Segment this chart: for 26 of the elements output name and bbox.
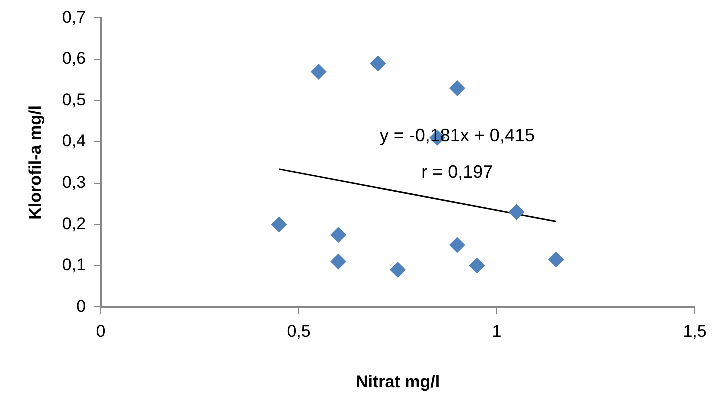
x-tick-label: 1: [492, 322, 502, 342]
point: [271, 216, 288, 233]
y-tick-label: 0,7: [62, 8, 86, 27]
point: [310, 64, 327, 80]
annotation: r = 0,197: [422, 162, 494, 182]
y-tick-label: 0,4: [62, 132, 86, 151]
point: [508, 204, 525, 220]
x-tick-label: 0: [96, 322, 106, 342]
x-tick-label: 0,5: [287, 322, 311, 342]
x-tick-label: 1,5: [683, 322, 707, 342]
point: [449, 80, 466, 96]
y-axis-title: Klorofil-a mg/l: [26, 106, 45, 220]
y-tick-label: 0,5: [62, 90, 86, 110]
y-tick-label: 0,1: [62, 256, 86, 275]
point: [330, 254, 347, 270]
y-tick-label: 0,6: [62, 49, 86, 68]
point: [548, 252, 564, 268]
y-tick-label: 0,3: [62, 173, 86, 192]
y-tick-label: 0: [76, 296, 86, 316]
x-axis-title: Nitrat mg/l: [356, 372, 440, 392]
point: [469, 258, 486, 274]
point: [370, 56, 386, 72]
point: [390, 262, 406, 278]
point: [330, 226, 347, 243]
y-tick-label: 0,2: [62, 214, 86, 234]
point: [449, 237, 466, 254]
